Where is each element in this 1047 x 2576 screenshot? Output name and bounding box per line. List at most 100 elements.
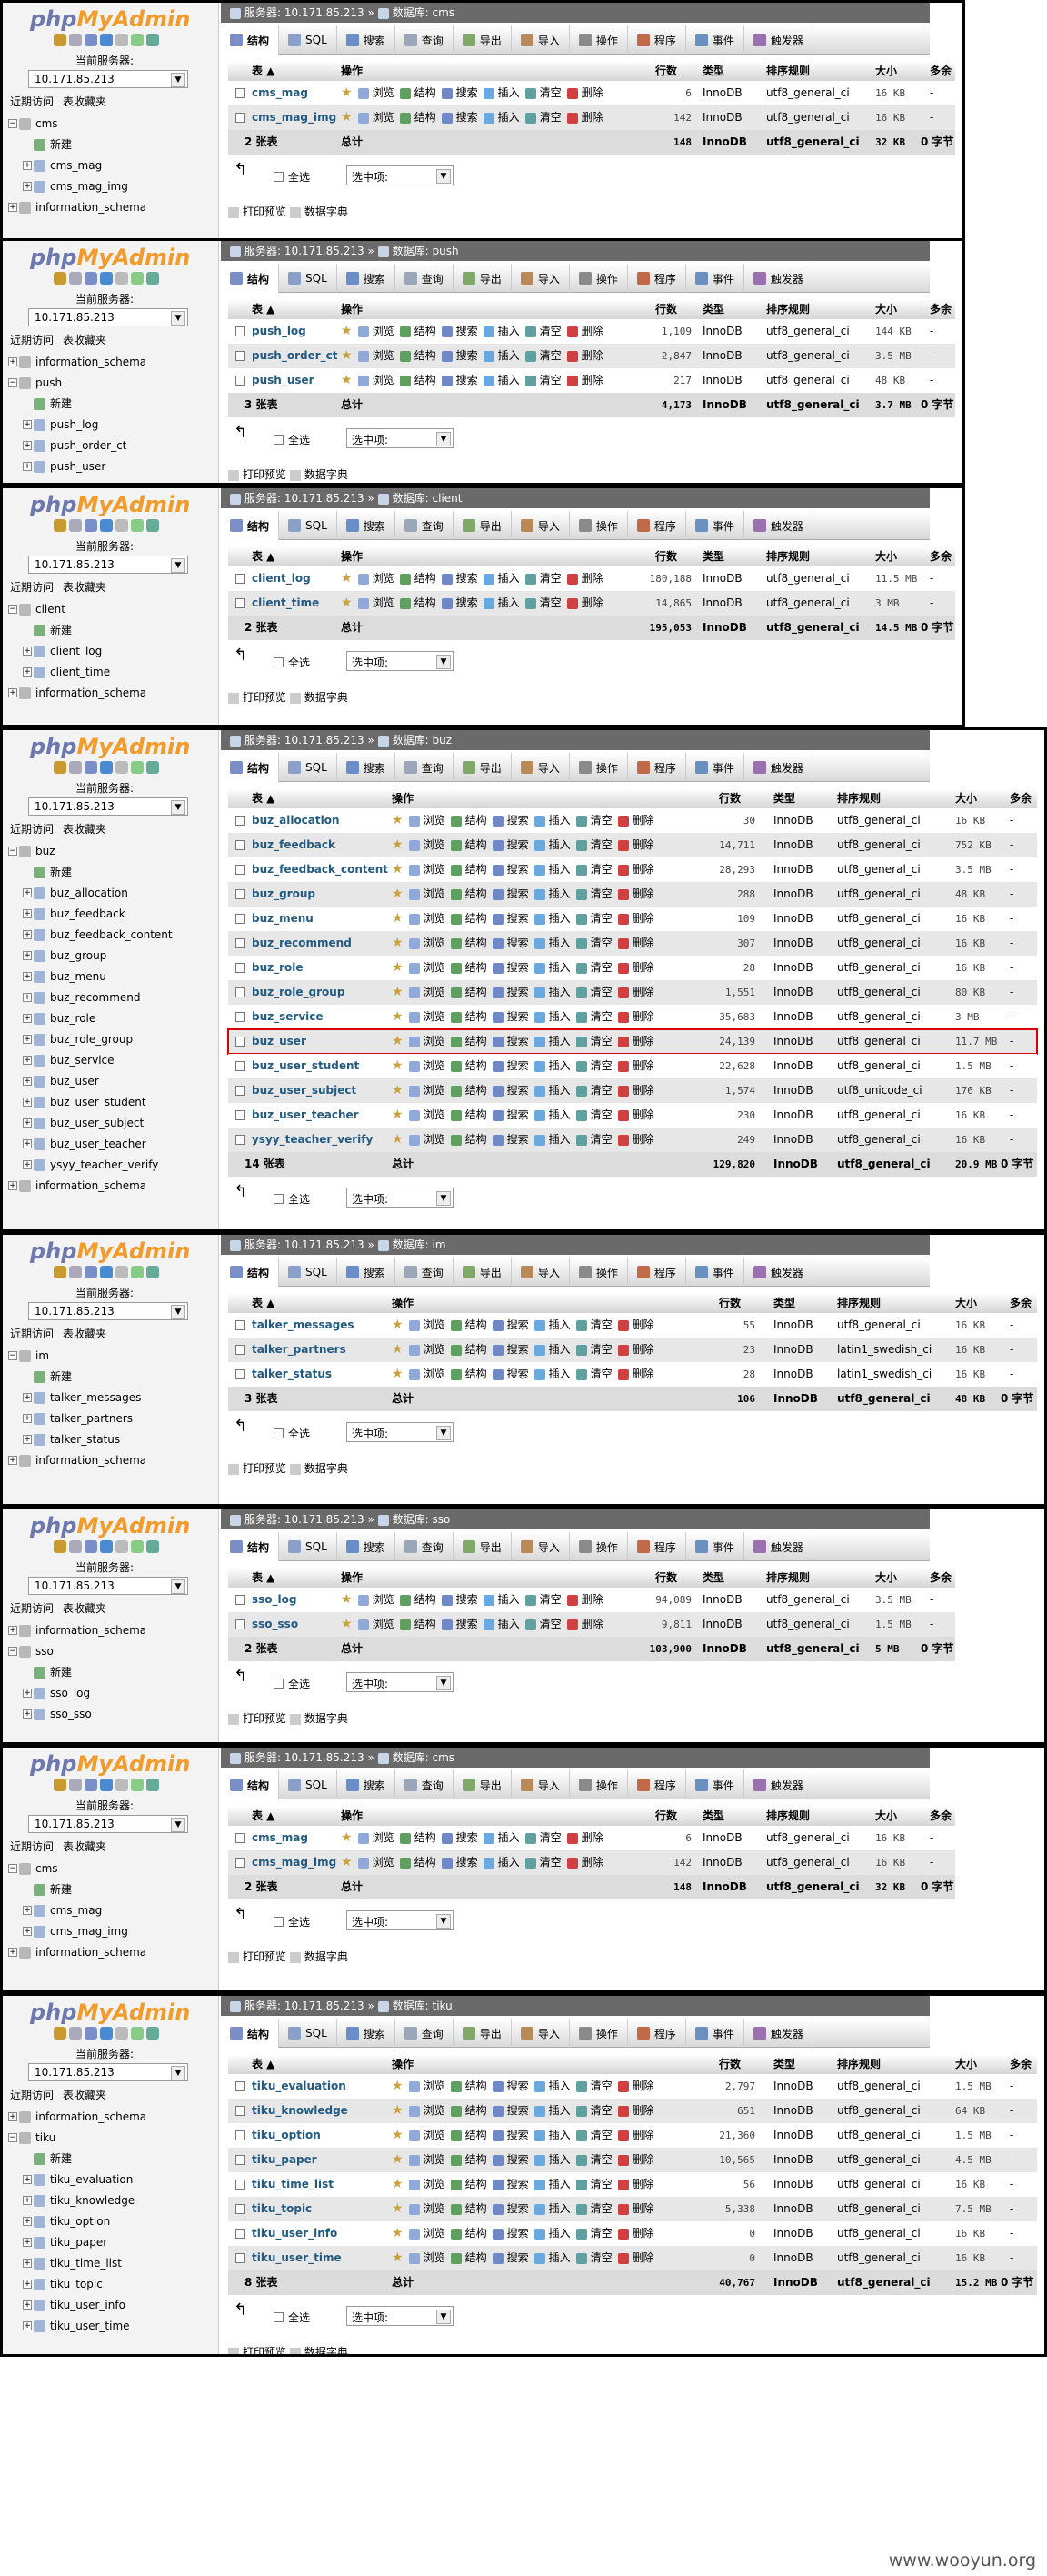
action-icon[interactable] [575,1344,587,1356]
action-icon[interactable] [492,1060,504,1072]
action-icon[interactable] [408,2130,420,2141]
action-0[interactable]: 浏览 [423,1368,445,1380]
home-icon[interactable] [54,34,66,46]
action-icon[interactable] [450,962,462,974]
action-4[interactable]: 清空 [590,961,613,974]
help-icon[interactable] [100,1266,113,1278]
action-icon[interactable] [408,864,420,876]
tab-9[interactable]: 触发器 [744,1770,813,1799]
tab-8[interactable]: 事件 [686,2019,744,2048]
tree-node-tiku[interactable]: − tiku [6,2128,218,2149]
action-4[interactable]: 清空 [590,1318,613,1331]
tab-0[interactable]: 结构 [221,2019,280,2048]
row-checkbox[interactable] [235,319,245,344]
action-0[interactable]: 浏览 [423,2202,445,2215]
action-icon[interactable] [408,1344,420,1356]
table-name-link[interactable]: tiku_paper [252,2153,317,2166]
col-header[interactable]: 类型 [703,65,725,77]
action-3[interactable]: 插入 [548,1108,571,1121]
col-header[interactable]: 大小 [875,303,898,316]
action-icon[interactable] [524,1619,536,1630]
expand-icon[interactable]: + [23,972,32,981]
action-icon[interactable] [357,1857,369,1869]
action-icon[interactable] [492,1036,504,1047]
table-name-link[interactable]: cms_mag_img [252,1856,337,1869]
checkbox-box[interactable] [235,113,245,123]
checkbox-box[interactable] [235,865,245,875]
expand-icon[interactable]: + [23,2196,32,2205]
col-header[interactable]: 多余 [930,1809,952,1822]
check-all-checkbox[interactable] [274,657,284,667]
action-0[interactable]: 浏览 [423,2153,445,2166]
tree-node-information_schema[interactable]: + information_schema [6,1620,218,1641]
action-1[interactable]: 结构 [464,814,487,827]
checkbox-box[interactable] [235,2081,245,2091]
tree-node-buz_user_subject[interactable]: + buz_user_subject [6,1113,218,1134]
checkbox-box[interactable] [235,2180,245,2190]
action-0[interactable]: 浏览 [372,596,394,609]
tab-8[interactable]: 事件 [686,753,744,782]
table-name-link[interactable]: sso_log [252,1593,297,1606]
check-all-checkbox[interactable] [274,2312,284,2322]
action-icon[interactable] [533,1344,545,1356]
action-icon[interactable] [492,1319,504,1331]
expand-icon[interactable]: − [8,1864,17,1873]
action-5[interactable]: 删除 [581,374,603,386]
action-icon[interactable] [533,987,545,998]
favorite-star-icon[interactable]: ★ [392,862,404,877]
sql-icon[interactable] [85,34,97,46]
tab-2[interactable]: 搜索 [337,1770,395,1799]
action-1[interactable]: 结构 [464,2104,487,2117]
row-checkbox[interactable] [235,368,245,393]
expand-icon[interactable]: + [23,2321,32,2330]
exit-icon[interactable] [69,519,82,532]
action-icon[interactable] [492,2154,504,2166]
row-checkbox[interactable] [235,907,245,931]
row-checkbox[interactable] [235,1588,245,1612]
table-size[interactable]: 1.5 MB [955,1060,992,1072]
tree-node-information_schema[interactable]: + information_schema [6,1450,218,1471]
action-icon[interactable] [492,1085,504,1097]
exit-icon[interactable] [69,2027,82,2040]
print-view-link[interactable]: 打印预览 [243,1950,290,1963]
action-1[interactable]: 结构 [464,1084,487,1097]
tab-3[interactable]: 查询 [395,25,454,55]
action-1[interactable]: 结构 [464,1108,487,1121]
tab-1[interactable]: SQL [279,1258,337,1287]
action-icon[interactable] [524,326,536,337]
table-name-link[interactable]: push_user [252,374,314,386]
expand-icon[interactable]: + [23,1098,32,1107]
row-checkbox[interactable] [235,1005,245,1029]
favorite-star-icon[interactable]: ★ [392,2128,404,2142]
action-1[interactable]: 结构 [414,596,436,609]
action-2[interactable]: 搜索 [506,2178,529,2190]
action-0[interactable]: 浏览 [372,111,394,124]
tab-5[interactable]: 导入 [512,753,570,782]
action-icon[interactable] [441,1594,453,1606]
col-header[interactable]: 行数 [655,303,678,316]
action-icon[interactable] [483,112,494,124]
favorite-star-icon[interactable]: ★ [392,2250,404,2265]
action-icon[interactable] [450,2228,462,2240]
col-header[interactable]: 行数 [655,550,678,563]
docs-icon[interactable] [115,1540,128,1553]
action-4[interactable]: 清空 [590,2227,613,2240]
action-icon[interactable] [492,2130,504,2141]
action-3[interactable]: 插入 [497,1618,520,1630]
favorite-star-icon[interactable]: ★ [392,936,404,950]
tab-4[interactable]: 导出 [454,2019,512,2048]
action-icon[interactable] [617,1011,629,1023]
action-4[interactable]: 清空 [590,838,613,851]
action-icon[interactable] [617,2105,629,2117]
tree-node-新建[interactable]: 新建 [6,1367,218,1388]
action-2[interactable]: 搜索 [506,863,529,876]
check-all-label[interactable]: 全选 [288,1193,311,1206]
tab-1[interactable]: SQL [279,753,337,782]
action-icon[interactable] [408,1134,420,1146]
action-2[interactable]: 搜索 [455,374,478,386]
tab-2[interactable]: 搜索 [337,264,395,293]
action-icon[interactable] [533,2080,545,2092]
expand-icon[interactable]: − [8,1647,17,1656]
row-checkbox[interactable] [235,857,245,882]
action-icon[interactable] [617,1368,629,1380]
